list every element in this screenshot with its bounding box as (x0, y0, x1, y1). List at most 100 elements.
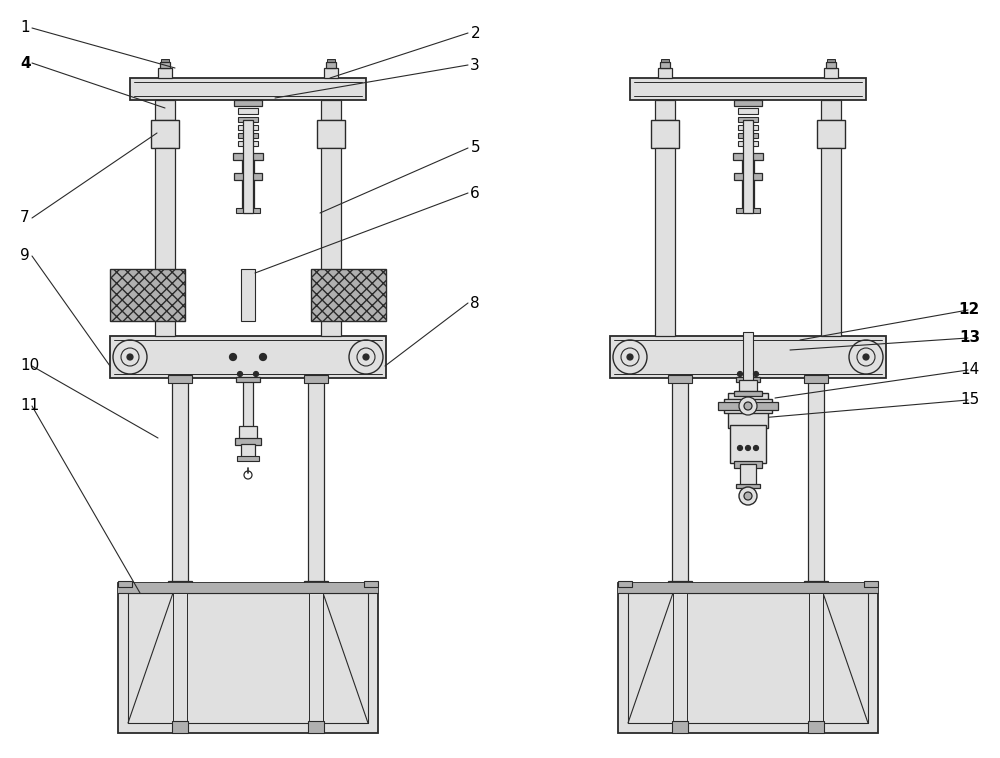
Bar (327, 59, 335, 62)
Bar (738, 108, 758, 114)
Bar (658, 68, 672, 78)
Bar (118, 583, 378, 593)
Bar (660, 62, 670, 68)
Bar (738, 117, 758, 122)
Bar (864, 581, 878, 587)
Bar (673, 593, 687, 723)
Bar (728, 393, 768, 428)
Bar (668, 581, 692, 593)
Bar (309, 593, 323, 723)
Bar (661, 59, 669, 62)
Bar (234, 173, 262, 180)
Bar (610, 336, 886, 378)
Bar (618, 581, 632, 587)
Bar (364, 581, 378, 587)
Bar (241, 269, 255, 321)
Bar (724, 399, 772, 413)
Circle shape (746, 446, 750, 450)
Bar (238, 133, 258, 138)
Bar (809, 593, 823, 723)
Bar (739, 380, 757, 393)
Text: 5: 5 (470, 140, 480, 155)
Bar (651, 120, 679, 148)
Text: 9: 9 (20, 249, 30, 264)
Text: 10: 10 (20, 359, 39, 374)
Bar (734, 461, 762, 468)
Bar (808, 721, 824, 733)
Bar (172, 721, 188, 733)
Text: 11: 11 (20, 399, 39, 414)
Bar (238, 141, 258, 146)
Circle shape (260, 353, 266, 361)
Bar (738, 133, 758, 138)
Bar (672, 378, 688, 583)
Bar (304, 375, 328, 383)
Bar (718, 402, 778, 410)
Bar (172, 591, 188, 597)
Bar (317, 120, 345, 148)
Bar (324, 68, 338, 78)
Bar (804, 375, 828, 383)
Bar (821, 148, 841, 336)
Circle shape (363, 354, 369, 360)
Bar (735, 391, 761, 396)
Bar (730, 425, 766, 463)
Bar (233, 153, 263, 160)
Bar (738, 125, 758, 130)
Bar (808, 378, 824, 583)
Bar (655, 100, 675, 120)
Bar (742, 180, 754, 210)
Circle shape (254, 371, 258, 377)
Bar (321, 148, 341, 336)
Bar (155, 100, 175, 120)
Bar (237, 456, 259, 461)
Bar (618, 583, 878, 733)
Text: 13: 13 (959, 330, 980, 346)
Bar (742, 160, 754, 175)
Bar (238, 125, 258, 130)
Bar (168, 375, 192, 383)
Bar (743, 378, 753, 428)
Bar (672, 721, 688, 733)
Bar (655, 148, 675, 336)
Bar (808, 591, 824, 597)
Bar (326, 62, 336, 68)
Bar (161, 59, 169, 62)
Bar (238, 117, 258, 122)
Circle shape (744, 402, 752, 410)
Text: 3: 3 (470, 58, 480, 73)
Bar (734, 391, 762, 396)
Bar (243, 120, 253, 213)
Circle shape (744, 492, 752, 500)
Bar (168, 581, 192, 593)
Bar (618, 583, 878, 593)
Circle shape (230, 353, 237, 361)
Bar (158, 68, 172, 78)
Bar (151, 120, 179, 148)
Circle shape (127, 354, 133, 360)
Bar (308, 378, 324, 583)
Bar (160, 62, 170, 68)
Bar (321, 100, 341, 120)
Bar (736, 484, 760, 488)
Text: 8: 8 (470, 296, 480, 311)
Bar (118, 581, 132, 587)
Bar (304, 581, 328, 593)
Circle shape (754, 371, 759, 377)
Bar (238, 108, 258, 114)
Bar (239, 426, 257, 440)
Bar (172, 378, 188, 583)
Text: 6: 6 (470, 186, 480, 201)
Bar (242, 180, 254, 210)
Bar (736, 208, 760, 213)
Bar (826, 62, 836, 68)
Circle shape (238, 371, 242, 377)
Bar (821, 100, 841, 120)
Bar (827, 59, 835, 62)
Bar (110, 336, 386, 378)
Text: 12: 12 (959, 302, 980, 318)
Bar (672, 591, 688, 597)
Text: 7: 7 (20, 211, 30, 225)
Text: 15: 15 (961, 393, 980, 408)
Circle shape (738, 446, 742, 450)
